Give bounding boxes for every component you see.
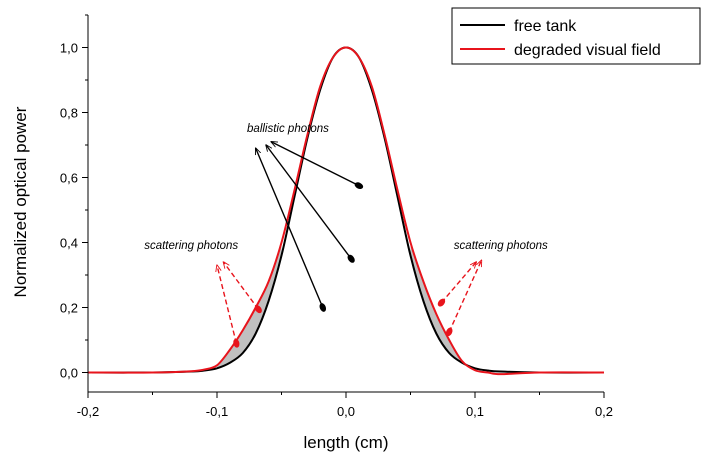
annotation-arrow-tail (254, 305, 262, 314)
annotation-arrow (271, 142, 360, 187)
annotation-arrows (217, 142, 481, 348)
y-ticks: 0,0 0,2 0,4 0,6 0,8 1,0 (60, 14, 88, 381)
x-tick-label: 0,0 (337, 404, 355, 419)
annotation-arrow (440, 262, 476, 304)
annotation-arrow-tail (354, 182, 364, 189)
annotation-arrow (448, 260, 481, 333)
legend-label-free-tank: free tank (514, 18, 577, 35)
y-axis-label: Normalized optical power (11, 106, 30, 297)
annotation-arrow-tail (445, 327, 453, 337)
x-tick-label: 0,1 (466, 404, 484, 419)
annotation-arrow-tail (319, 303, 327, 312)
annotation-arrow-tail (437, 298, 446, 307)
y-tick-label: 0,8 (60, 106, 78, 121)
annotation-label: scattering photons (454, 240, 548, 252)
x-axis-label: length (cm) (303, 433, 388, 452)
y-tick-label: 1,0 (60, 41, 78, 56)
annotation-label: ballistic photons (247, 123, 329, 135)
annotation-label: scattering photons (144, 240, 238, 252)
annotation-arrow-tail (233, 338, 240, 348)
annotation-arrow-tail (347, 254, 355, 263)
annotation-labels: ballistic photons scattering photons scatt… (144, 123, 548, 252)
annotation-arrow (256, 148, 324, 308)
annotation-arrow (217, 265, 238, 344)
shaded-region-2 (410, 242, 475, 371)
annotation-arrow (223, 262, 259, 310)
x-tick-label: -0,2 (77, 404, 99, 419)
axes (87, 15, 604, 393)
series-lines (87, 46, 605, 376)
y-tick-label: 0,4 (60, 236, 78, 251)
x-tick-label: -0,1 (206, 404, 228, 419)
annotation-arrow (266, 145, 352, 260)
series-line-free-tank (87, 46, 605, 374)
legend: free tank degraded visual field (451, 7, 701, 65)
shaded-region-1 (217, 242, 282, 369)
legend-label-degraded-visual-field: degraded visual field (514, 42, 661, 59)
series-line-degraded-visual-field (87, 46, 605, 376)
x-tick-label: 0,2 (595, 404, 613, 419)
y-tick-label: 0,6 (60, 171, 78, 186)
y-tick-label: 0,0 (60, 366, 78, 381)
y-tick-label: 0,2 (60, 301, 78, 316)
x-ticks: -0,2 -0,1 0,0 0,1 0,2 (77, 392, 613, 419)
legend-box (451, 7, 701, 65)
